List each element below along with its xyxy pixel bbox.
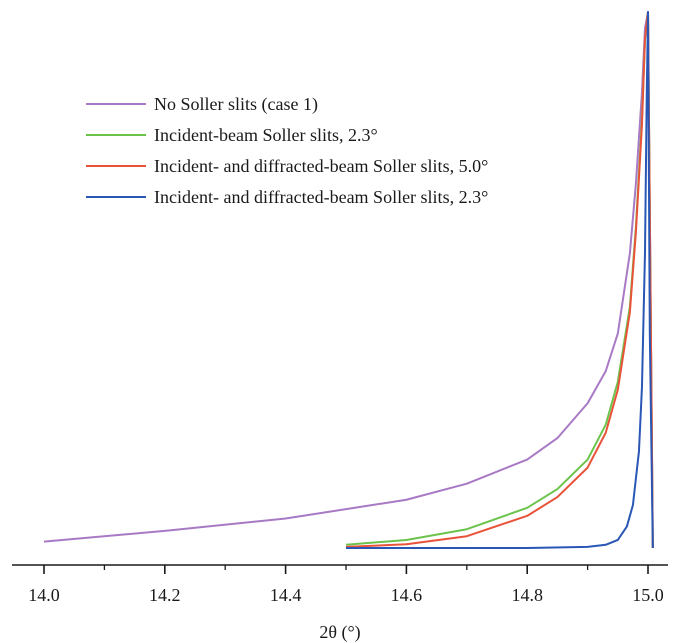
- x-tick-label: 14.6: [391, 585, 423, 605]
- x-tick-label: 14.0: [28, 585, 60, 605]
- series-line-3: [345, 11, 654, 549]
- series-line-1: [43, 11, 654, 549]
- series-layer: [43, 11, 654, 549]
- series-line-4: [346, 11, 654, 549]
- legend-label-4: Incident- and diffracted-beam Soller sli…: [154, 187, 488, 207]
- x-tick-label: 14.2: [149, 585, 181, 605]
- x-tick-label: 15.0: [632, 585, 664, 605]
- legend-label-3: Incident- and diffracted-beam Soller sli…: [154, 156, 488, 176]
- legend: No Soller slits (case 1) Incident-beam So…: [86, 94, 488, 207]
- x-tick-label: 14.8: [511, 585, 543, 605]
- x-axis-ticks: 14.0 14.2 14.4 14.6 14.8 15.0: [28, 565, 664, 605]
- legend-label-1: No Soller slits (case 1): [154, 94, 318, 115]
- x-tick-label: 14.4: [270, 585, 302, 605]
- x-axis-title: 2θ (°): [319, 622, 360, 643]
- series-line-2: [345, 11, 654, 549]
- legend-label-2: Incident-beam Soller slits, 2.3°: [154, 125, 378, 145]
